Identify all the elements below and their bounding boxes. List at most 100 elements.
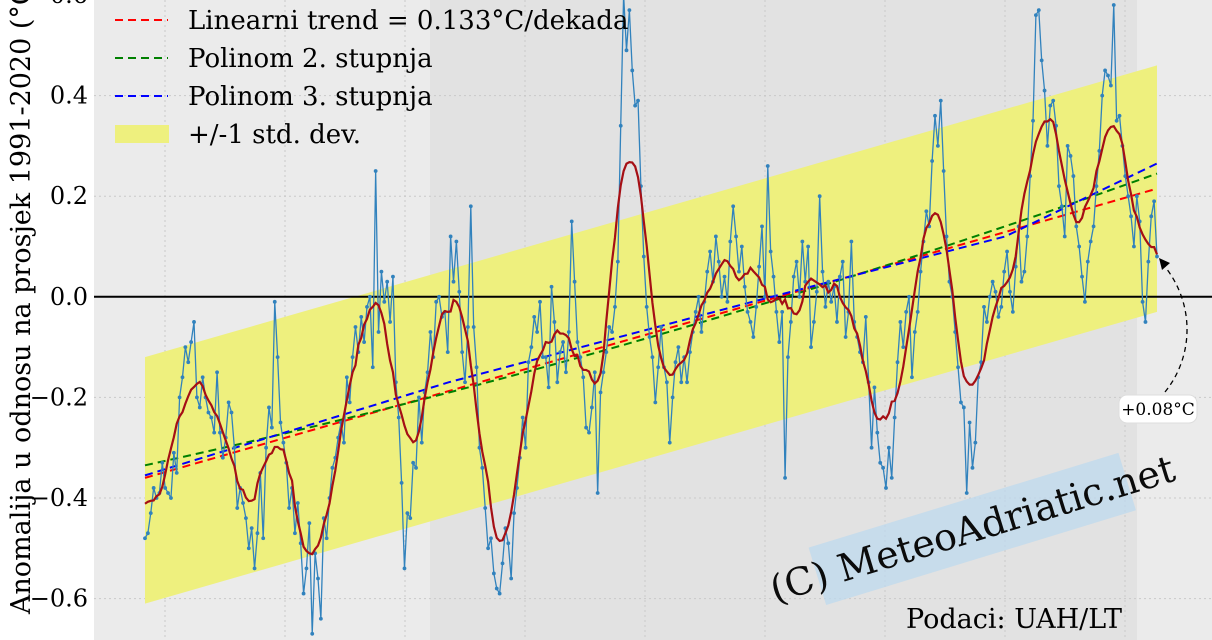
data-point (561, 340, 565, 344)
data-point (889, 475, 894, 480)
data-point (417, 395, 421, 400)
data-point (837, 274, 842, 279)
data-point (166, 491, 170, 495)
data-point (835, 320, 839, 324)
data-point (659, 325, 663, 329)
data-point (261, 536, 266, 541)
data-point (731, 204, 736, 209)
data-point (218, 430, 222, 435)
data-point (379, 269, 384, 274)
data-point (506, 541, 511, 546)
data-point (829, 299, 834, 304)
data-point (145, 531, 150, 536)
data-point (930, 159, 935, 163)
data-point (307, 521, 312, 526)
data-point (967, 420, 972, 425)
data-point (1106, 73, 1110, 78)
data-point (751, 335, 756, 339)
data-point (961, 405, 966, 410)
data-point (370, 365, 375, 370)
annotation-text: +0.08°C (1121, 400, 1195, 420)
data-point (754, 304, 759, 309)
data-point (696, 294, 701, 299)
data-point (226, 400, 231, 405)
data-point (264, 445, 268, 450)
data-point (875, 430, 880, 435)
data-point (1134, 194, 1139, 199)
data-point (907, 294, 911, 299)
data-point (437, 294, 441, 299)
data-point (171, 450, 176, 455)
data-point (935, 144, 940, 148)
data-point (812, 320, 816, 324)
data-point (719, 294, 724, 299)
data-point (540, 355, 545, 360)
data-point (367, 294, 372, 299)
y-axis-label: Anomalija u odnosu na prosjek 1991-2020 … (6, 0, 37, 615)
data-point (748, 320, 753, 324)
data-point (1083, 299, 1087, 304)
data-point (1048, 103, 1053, 108)
data-point (794, 259, 799, 264)
data-point (915, 309, 920, 314)
data-point (365, 304, 369, 309)
data-point (656, 365, 661, 370)
data-point (572, 279, 577, 284)
data-point (183, 345, 188, 349)
data-point (999, 304, 1004, 309)
data-point (1022, 269, 1027, 274)
data-point (269, 425, 274, 430)
data-point (538, 299, 542, 304)
legend-label: +/-1 std. dev. (188, 120, 361, 150)
data-point (1071, 174, 1076, 178)
data-point (512, 511, 516, 515)
data-point (500, 561, 505, 566)
data-point (1155, 254, 1159, 259)
data-point (1065, 144, 1070, 148)
data-point (408, 516, 413, 521)
data-point (402, 566, 407, 571)
data-point (843, 335, 848, 339)
data-point (1057, 184, 1061, 189)
data-point (970, 465, 975, 470)
data-point (892, 415, 897, 420)
y-tick-label: −0.4 (30, 484, 88, 512)
data-point (275, 355, 280, 360)
data-point (451, 279, 456, 284)
data-point (543, 355, 548, 360)
data-point (382, 299, 387, 304)
data-point (1088, 239, 1093, 244)
data-point (895, 360, 900, 365)
data-point (924, 209, 929, 214)
data-point (569, 219, 574, 224)
data-point (933, 113, 937, 118)
data-point (350, 355, 355, 360)
data-point (1025, 234, 1030, 239)
data-point (863, 315, 868, 319)
data-point (581, 375, 586, 380)
data-point (148, 511, 153, 515)
data-point (318, 616, 323, 621)
data-point (771, 274, 776, 279)
data-point (760, 224, 764, 229)
monthly-anomaly-line (144, 0, 1158, 634)
data-point (786, 355, 790, 360)
data-point (1117, 113, 1122, 118)
data-point (898, 320, 903, 324)
data-point (304, 566, 309, 571)
data-point (252, 566, 257, 571)
data-point (650, 355, 655, 360)
data-point (1085, 259, 1090, 264)
data-point (489, 536, 493, 541)
data-point (1126, 194, 1131, 199)
data-point (624, 48, 629, 53)
data-point (820, 269, 825, 274)
data-point (246, 546, 251, 551)
data-point (197, 405, 202, 410)
data-point (817, 194, 822, 199)
legend-swatch (115, 125, 169, 143)
data-point (272, 299, 277, 304)
data-point (1074, 224, 1079, 229)
data-point (399, 481, 404, 485)
